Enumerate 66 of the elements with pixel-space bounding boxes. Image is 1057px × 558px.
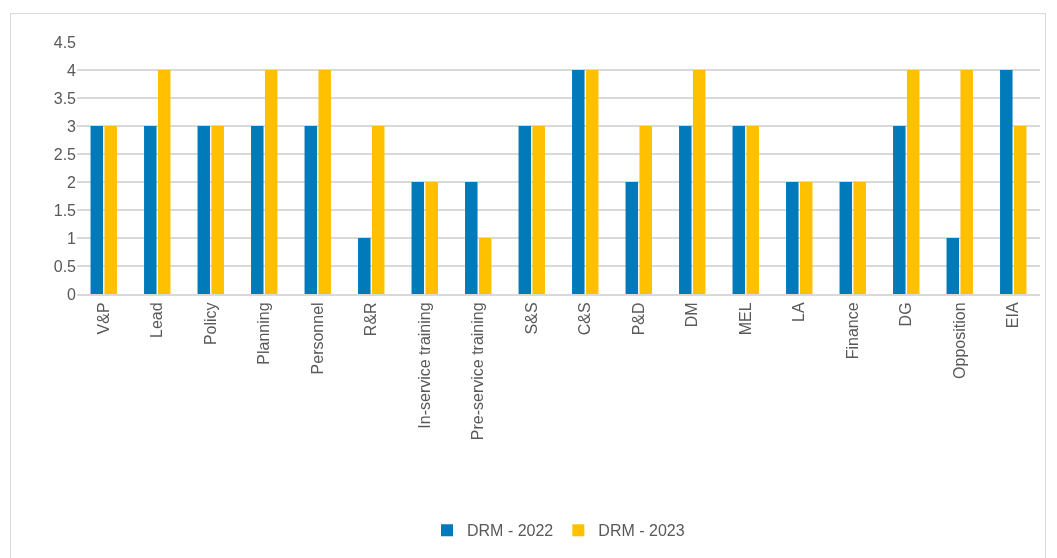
x-tick-label: Planning bbox=[255, 302, 273, 365]
bar bbox=[799, 182, 813, 294]
x-tick-label: Policy bbox=[201, 302, 219, 346]
y-tick-label: 1.5 bbox=[53, 201, 77, 219]
bar bbox=[853, 182, 866, 294]
bar bbox=[1013, 126, 1027, 294]
bar bbox=[251, 126, 264, 294]
bar bbox=[585, 70, 599, 294]
bar bbox=[946, 238, 960, 294]
x-tick-label: S&S bbox=[522, 302, 540, 335]
bar bbox=[264, 70, 278, 294]
bar bbox=[104, 126, 117, 294]
bar bbox=[746, 126, 759, 294]
legend-label: DRM - 2022 bbox=[467, 522, 554, 540]
bar bbox=[411, 182, 425, 294]
x-tick-label: Personnel bbox=[308, 302, 326, 375]
bar bbox=[960, 70, 973, 294]
bar bbox=[478, 238, 492, 294]
bar bbox=[465, 182, 478, 294]
bar bbox=[639, 126, 652, 294]
x-tick-label: Finance bbox=[843, 302, 861, 360]
y-tick-label: 4.5 bbox=[53, 33, 77, 51]
bar bbox=[358, 238, 371, 294]
x-tick-label: V&P bbox=[94, 302, 112, 335]
bar bbox=[906, 70, 920, 294]
bar bbox=[211, 126, 224, 294]
y-tick-label: 3 bbox=[67, 117, 77, 135]
bar bbox=[893, 126, 906, 294]
x-tick-label: LA bbox=[790, 302, 808, 322]
bar bbox=[425, 182, 438, 294]
x-tick-label: MEL bbox=[736, 302, 754, 336]
y-tick-label: 3.5 bbox=[53, 89, 77, 107]
bar bbox=[732, 126, 746, 294]
bar bbox=[625, 182, 639, 294]
y-tick-label: 4 bbox=[67, 61, 77, 79]
y-tick-label: 2 bbox=[67, 173, 77, 191]
bar bbox=[197, 126, 211, 294]
x-tick-label: P&D bbox=[629, 302, 647, 336]
bar bbox=[532, 126, 545, 294]
bar bbox=[157, 70, 171, 294]
y-tick-label: 1 bbox=[67, 229, 77, 247]
x-tick-label: C&S bbox=[576, 302, 594, 336]
y-tick-label: 0 bbox=[67, 285, 77, 303]
bar bbox=[786, 182, 799, 294]
y-tick-label: 0.5 bbox=[53, 257, 77, 275]
bar bbox=[1000, 70, 1013, 294]
bar bbox=[144, 126, 157, 294]
x-tick-label: DM bbox=[683, 302, 701, 328]
bar bbox=[839, 182, 853, 294]
x-tick-label: EIA bbox=[1004, 302, 1022, 329]
bar bbox=[318, 70, 331, 294]
x-tick-label: Lead bbox=[148, 302, 166, 338]
bar bbox=[90, 126, 104, 294]
x-tick-label: Opposition bbox=[950, 302, 968, 379]
bar bbox=[679, 126, 692, 294]
x-tick-label: R&R bbox=[362, 302, 380, 337]
bar bbox=[518, 126, 532, 294]
y-tick-label: 2.5 bbox=[53, 145, 77, 163]
x-tick-label: In-service training bbox=[415, 302, 433, 429]
bar bbox=[572, 70, 585, 294]
bar bbox=[304, 126, 318, 294]
bar bbox=[371, 126, 385, 294]
legend-label: DRM - 2023 bbox=[598, 522, 685, 540]
bar bbox=[692, 70, 706, 294]
x-tick-label: Pre-service training bbox=[469, 302, 487, 441]
x-tick-label: DG bbox=[897, 302, 915, 327]
